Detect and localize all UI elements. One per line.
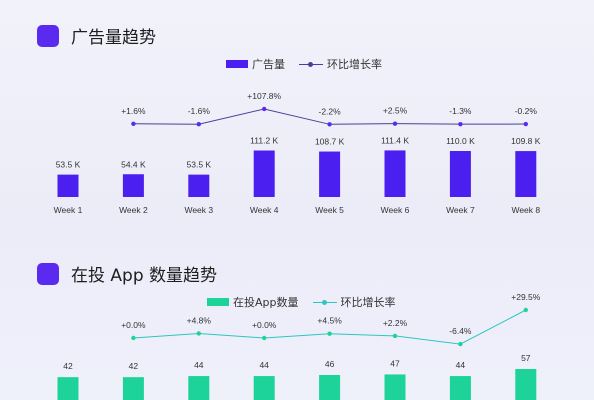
ad-volume-growth-label: +2.5% xyxy=(383,106,408,116)
ad-volume-growth-label: -2.2% xyxy=(318,106,341,116)
section-marker-icon xyxy=(37,24,59,47)
legend-bar-label: 广告量 xyxy=(252,58,285,71)
week-tick-label: Week 7 xyxy=(446,205,475,215)
ad-volume-bar-label: 110.0 K xyxy=(446,136,475,146)
app-count-growth-point xyxy=(196,331,201,336)
app-count-growth-point xyxy=(131,335,136,341)
ad-volume-bar xyxy=(253,150,275,197)
ad-volume-bar-label: 53.5 K xyxy=(187,160,212,170)
app-count-bar-label: 46 xyxy=(325,359,335,369)
legend-line-label: 环比增长率 xyxy=(340,296,396,309)
app-count-bar-label: 42 xyxy=(129,361,139,371)
ad-volume-bar xyxy=(449,151,471,197)
app-count-growth-label: +4.8% xyxy=(187,315,212,325)
app-count-bar xyxy=(188,376,210,400)
ad-volume-bar xyxy=(515,151,537,197)
week-tick-label: Week 1 xyxy=(54,205,83,215)
app-count-legend: 在投App数量 环比增长率 xyxy=(207,294,396,310)
week-tick-label: Week 4 xyxy=(250,205,279,215)
app-count-bar-label: 42 xyxy=(63,361,73,371)
ad-volume-bar xyxy=(122,174,144,197)
app-count-growth-label: +2.2% xyxy=(383,318,408,328)
app-count-bar xyxy=(57,377,79,400)
legend-line-swatch xyxy=(312,298,337,306)
app-count-growth-point xyxy=(392,333,398,339)
legend-line-swatch xyxy=(299,60,323,68)
ad-volume-growth-label: -0.2% xyxy=(515,106,538,116)
ad-volume-bar xyxy=(319,151,341,197)
legend-line-label: 环比增长率 xyxy=(327,58,382,71)
app-count-growth-point xyxy=(327,331,332,336)
app-count-bar-label: 44 xyxy=(194,360,204,370)
week-tick-label: Week 6 xyxy=(381,205,410,215)
ad-volume-growth-point xyxy=(196,122,201,127)
app-count-title: 在投 App 数量趋势 xyxy=(71,266,218,286)
app-count-bar xyxy=(515,369,537,400)
week-tick-label: Week 3 xyxy=(184,205,213,215)
legend-bar-label: 在投App数量 xyxy=(233,296,299,309)
week-tick-label: Week 2 xyxy=(119,205,148,215)
app-count-growth-label: +29.5% xyxy=(511,292,541,302)
app-count-header: 在投 App 数量趋势 xyxy=(37,261,217,286)
app-count-bar xyxy=(384,374,406,400)
ad-volume-growth-point xyxy=(327,122,332,127)
app-count-bar xyxy=(253,376,275,400)
ad-volume-growth-point xyxy=(523,121,528,127)
ad-volume-bar-label: 108.7 K xyxy=(315,137,345,147)
ad-volume-growth-point xyxy=(458,121,463,127)
ad-volume-title: 广告量趋势 xyxy=(71,28,156,48)
week-tick-label: Week 8 xyxy=(511,205,540,215)
app-count-bar xyxy=(449,376,471,400)
app-count-growth-label: +0.0% xyxy=(121,320,146,330)
legend-bar-swatch xyxy=(226,60,248,68)
ad-volume-growth-point xyxy=(262,106,267,112)
ad-volume-header: 广告量趋势 xyxy=(37,23,156,48)
legend-bar-swatch xyxy=(207,298,229,306)
app-count-bar xyxy=(122,377,144,400)
app-count-bar-label: 44 xyxy=(259,360,269,370)
app-count-bar xyxy=(319,374,341,400)
section-marker-icon xyxy=(37,262,59,285)
ad-volume-growth-label: -1.6% xyxy=(188,106,211,116)
ad-volume-growth-label: -1.3% xyxy=(449,106,472,116)
app-count-bar-label: 44 xyxy=(456,360,466,370)
app-count-growth-point xyxy=(262,335,267,341)
ad-volume-bar-label: 111.4 K xyxy=(381,135,409,145)
ad-volume-growth-label: +1.6% xyxy=(121,106,146,116)
app-count-bar-label: 57 xyxy=(521,353,531,363)
app-count-bar-label: 47 xyxy=(390,358,400,368)
ad-volume-growth-point xyxy=(392,121,398,126)
ad-volume-bar-label: 111.2 K xyxy=(250,136,278,146)
app-count-growth-point xyxy=(458,341,463,347)
ad-volume-growth-label: +107.8% xyxy=(247,91,281,101)
week-tick-label: Week 5 xyxy=(315,205,344,215)
ad-volume-bar xyxy=(57,174,79,197)
ad-volume-bar-label: 53.5 K xyxy=(56,160,81,170)
ad-volume-bar-label: 54.4 K xyxy=(121,159,146,169)
ad-volume-bar xyxy=(188,174,210,197)
app-count-growth-label: +0.0% xyxy=(252,320,277,330)
ad-volume-bar xyxy=(384,150,406,197)
ad-volume-legend: 广告量 环比增长率 xyxy=(226,56,382,72)
app-count-growth-point xyxy=(523,307,528,313)
app-count-growth-label: +4.5% xyxy=(317,316,342,326)
ad-volume-growth-point xyxy=(131,121,136,126)
ad-volume-bar-label: 109.8 K xyxy=(511,136,541,146)
app-count-growth-label: -6.4% xyxy=(449,326,472,336)
